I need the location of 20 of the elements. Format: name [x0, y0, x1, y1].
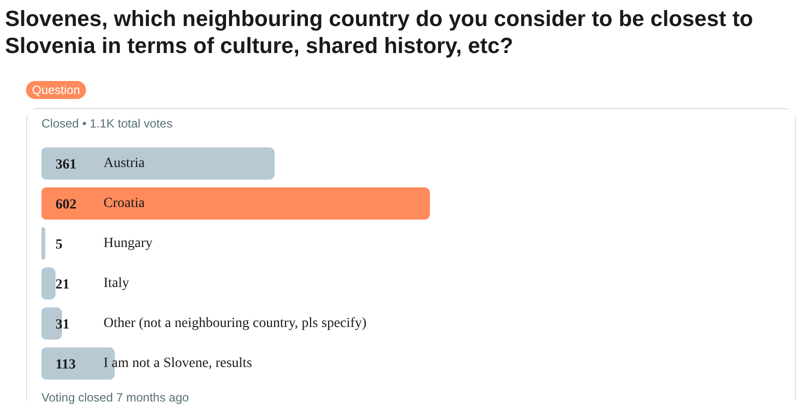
bar	[42, 187, 430, 220]
y-tick-label: Other (not a neighbouring country, pls specify)	[104, 316, 367, 331]
bar	[42, 227, 46, 260]
bar	[42, 147, 275, 180]
text: Voting closed 7 months ago	[42, 390, 190, 404]
data-label: 361	[56, 158, 76, 172]
y-tick-label: Croatia	[104, 196, 146, 211]
data-label: 21	[56, 278, 70, 292]
data-label: 602	[56, 198, 76, 212]
y-tick-label: Italy	[104, 276, 130, 291]
data-label: 31	[56, 318, 70, 332]
y-tick-label: Hungary	[104, 236, 152, 251]
chart-title: Slovenes, which neighbouring country do you consider to be closest to Slovenia in terms of culture, shared history, etc?	[5, 5, 754, 59]
text: Closed • 1.1K total votes	[42, 116, 172, 130]
text: Question	[32, 82, 80, 99]
bar	[42, 267, 56, 300]
y-tick-label: Austria	[104, 156, 146, 171]
y-tick-label: I am not a Slovene, results	[104, 356, 252, 371]
data-label: 113	[56, 358, 76, 372]
data-label: 5	[56, 238, 62, 252]
